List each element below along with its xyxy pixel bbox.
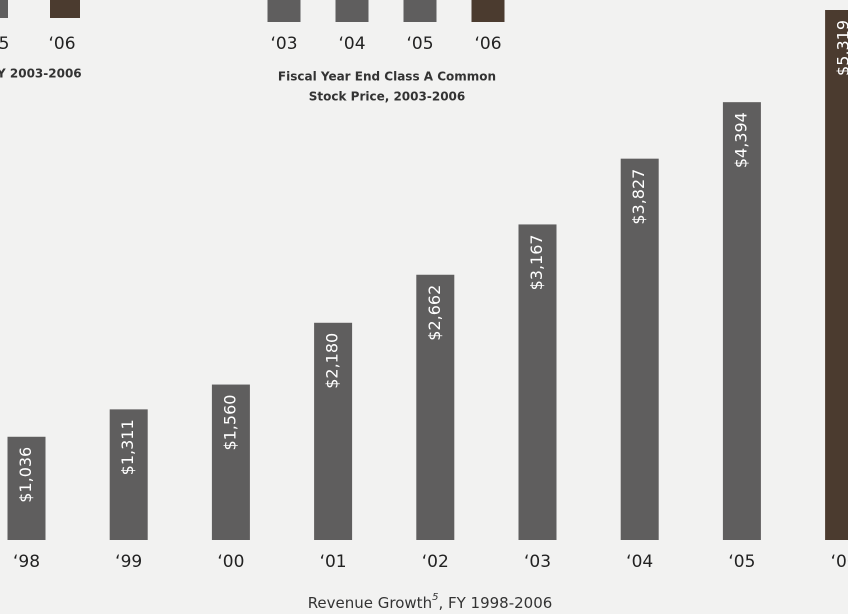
partial-bar <box>50 0 80 18</box>
x-tick-label: ‘02 <box>422 552 449 572</box>
title-part: Revenue Growth <box>308 594 432 612</box>
bar <box>7 436 46 540</box>
value-label: $1,560 <box>220 395 239 451</box>
bar <box>211 384 250 540</box>
x-tick-label: ‘05 <box>406 34 433 54</box>
bar <box>825 10 848 540</box>
x-tick-label: ‘04 <box>626 552 653 572</box>
bar-stub <box>335 0 369 22</box>
value-label: $2,180 <box>323 333 342 389</box>
chart-title: Y 2003-2006 <box>0 67 82 81</box>
x-tick-label: ‘05 <box>728 552 755 572</box>
title-part: 5 <box>432 592 438 603</box>
bar-stub <box>403 0 437 22</box>
x-tick-label: ‘98 <box>13 552 40 572</box>
x-tick-label: ‘03 <box>524 552 551 572</box>
value-label: $4,394 <box>731 112 750 168</box>
chart-title: Fiscal Year End Class A Common <box>278 70 496 84</box>
bar <box>416 274 455 540</box>
x-tick-label: ‘01 <box>320 552 347 572</box>
value-label: $1,311 <box>118 419 137 475</box>
x-tick-label: ‘04 <box>338 34 365 54</box>
x-tick-label: ‘00 <box>217 552 244 572</box>
value-label: $1,036 <box>16 447 35 503</box>
x-tick-label: ‘06 <box>474 34 501 54</box>
chart-title: Revenue Growth5, FY 1998-2006 <box>308 592 553 612</box>
x-tick-label: ‘99 <box>115 552 142 572</box>
value-label: $3,827 <box>629 169 648 225</box>
bar-stub <box>267 0 301 22</box>
bar <box>314 322 353 540</box>
x-tick-label: ‘06 <box>48 34 75 54</box>
title-part: , FY 1998-2006 <box>438 594 552 612</box>
value-label: $5,319 <box>834 20 848 76</box>
chart-title: Stock Price, 2003-2006 <box>309 90 466 104</box>
bar <box>722 102 761 540</box>
bar <box>620 158 659 540</box>
value-label: $3,167 <box>527 234 546 290</box>
partial-bar <box>0 0 8 18</box>
x-tick-label: 5 <box>0 34 9 54</box>
x-tick-label: ‘03 <box>270 34 297 54</box>
value-label: $2,662 <box>425 285 444 341</box>
x-tick-label: ‘06 <box>831 552 848 572</box>
bar-stub <box>471 0 505 22</box>
bar <box>518 224 557 541</box>
bar <box>109 409 148 540</box>
